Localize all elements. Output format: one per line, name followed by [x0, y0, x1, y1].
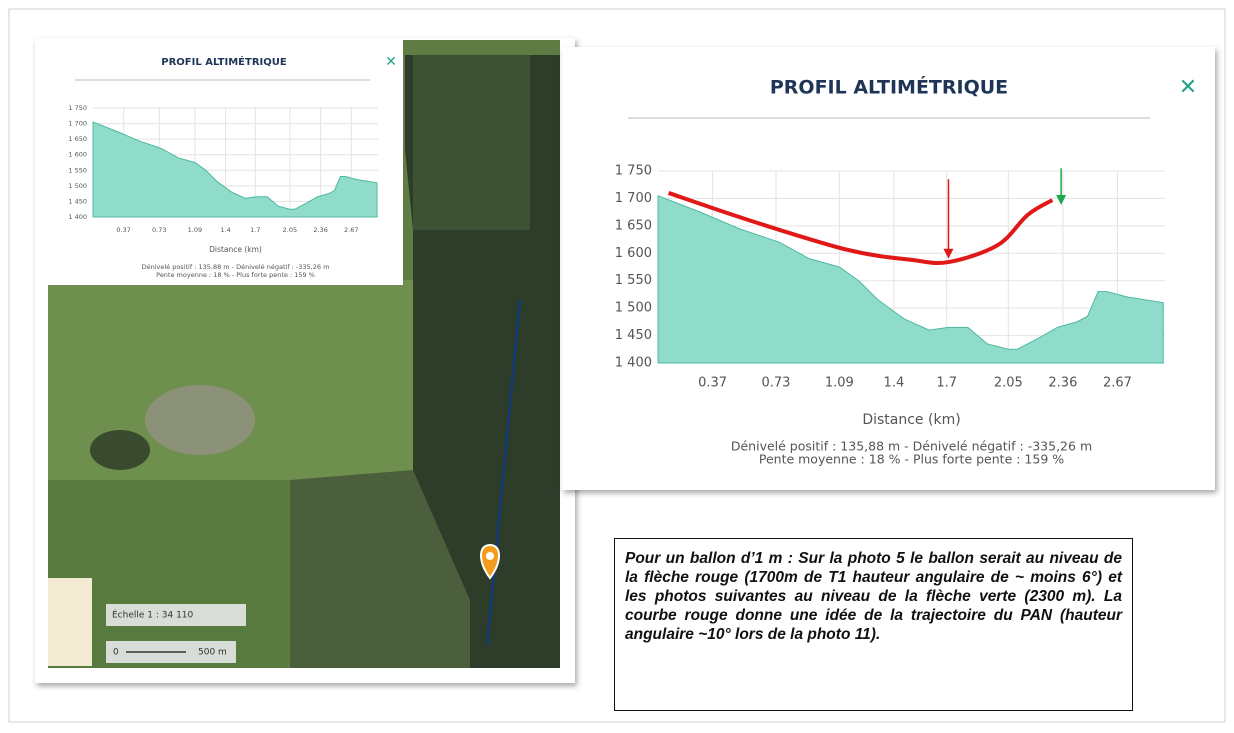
- y-tick-label: 1 700: [615, 191, 652, 206]
- y-tick-label: 1 550: [68, 166, 87, 174]
- note: Pour un ballon d’1 m : Sur la photo 5 le…: [614, 538, 1133, 711]
- y-tick-label: 1 450: [68, 197, 87, 205]
- x-tick-label: 0.73: [152, 226, 166, 234]
- y-tick-label: 1 600: [68, 151, 87, 159]
- scale-end: 500 m: [198, 648, 227, 658]
- x-tick-label: 1.09: [825, 376, 854, 391]
- y-tick-label: 1 750: [68, 104, 87, 112]
- y-tick-label: 1 600: [615, 246, 652, 261]
- x-tick-label: 0.37: [698, 376, 727, 391]
- x-tick-label: 2.36: [313, 226, 327, 234]
- y-tick-label: 1 500: [615, 301, 652, 316]
- x-tick-label: 2.05: [994, 376, 1023, 391]
- y-tick-label: 1 700: [68, 120, 87, 128]
- y-tick-label: 1 500: [68, 182, 87, 190]
- chart-title: PROFIL ALTIMÉTRIQUE: [770, 76, 1008, 99]
- y-tick-label: 1 450: [615, 328, 652, 343]
- x-tick-label: 1.7: [250, 226, 260, 234]
- close-icon[interactable]: ✕: [1179, 75, 1197, 100]
- y-tick-label: 1 650: [68, 135, 87, 143]
- stats-note: Dénivelé positif : 135,88 m - Dénivelé n…: [142, 263, 330, 271]
- y-tick-label: 1 550: [615, 273, 652, 288]
- x-tick-label: 1.09: [188, 226, 202, 234]
- chart-title: PROFIL ALTIMÉTRIQUE: [161, 55, 287, 68]
- x-tick-label: 2.05: [283, 226, 297, 234]
- x-tick-label: 0.73: [761, 376, 790, 391]
- y-tick-label: 1 400: [615, 356, 652, 371]
- stats-note: Pente moyenne : 18 % - Plus forte pente …: [759, 452, 1064, 467]
- x-axis-label: Distance (km): [209, 245, 262, 254]
- x-tick-label: 1.7: [936, 376, 957, 391]
- y-tick-label: 1 650: [615, 218, 652, 233]
- y-tick-label: 1 750: [615, 164, 652, 179]
- x-tick-label: 1.4: [884, 376, 905, 391]
- scale-text: Échelle 1 : 34 110: [112, 609, 194, 621]
- x-tick-label: 2.67: [1103, 376, 1132, 391]
- x-tick-label: 0.37: [116, 226, 130, 234]
- x-tick-label: 2.67: [344, 226, 358, 234]
- page: Échelle 1 : 34 110 0 500 m ✕ PROFIL ALTI…: [0, 0, 1234, 733]
- stats-note: Pente moyenne : 18 % - Plus forte pente …: [156, 271, 315, 279]
- x-tick-label: 1.4: [220, 226, 230, 234]
- scale-start: 0: [113, 648, 119, 658]
- x-tick-label: 2.36: [1048, 376, 1077, 391]
- x-axis-label: Distance (km): [862, 412, 960, 428]
- y-tick-label: 1 400: [68, 213, 87, 221]
- close-icon[interactable]: ✕: [385, 54, 397, 70]
